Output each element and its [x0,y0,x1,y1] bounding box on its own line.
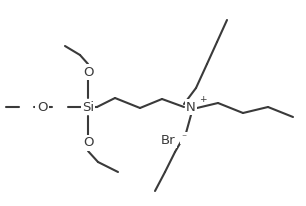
Text: ⁻: ⁻ [181,133,187,143]
Text: Br: Br [161,133,175,146]
Text: +: + [199,95,207,103]
Text: O: O [37,101,47,114]
Text: Si: Si [82,101,94,114]
Text: O: O [83,66,93,78]
Text: N: N [186,101,196,114]
Text: O: O [83,137,93,150]
